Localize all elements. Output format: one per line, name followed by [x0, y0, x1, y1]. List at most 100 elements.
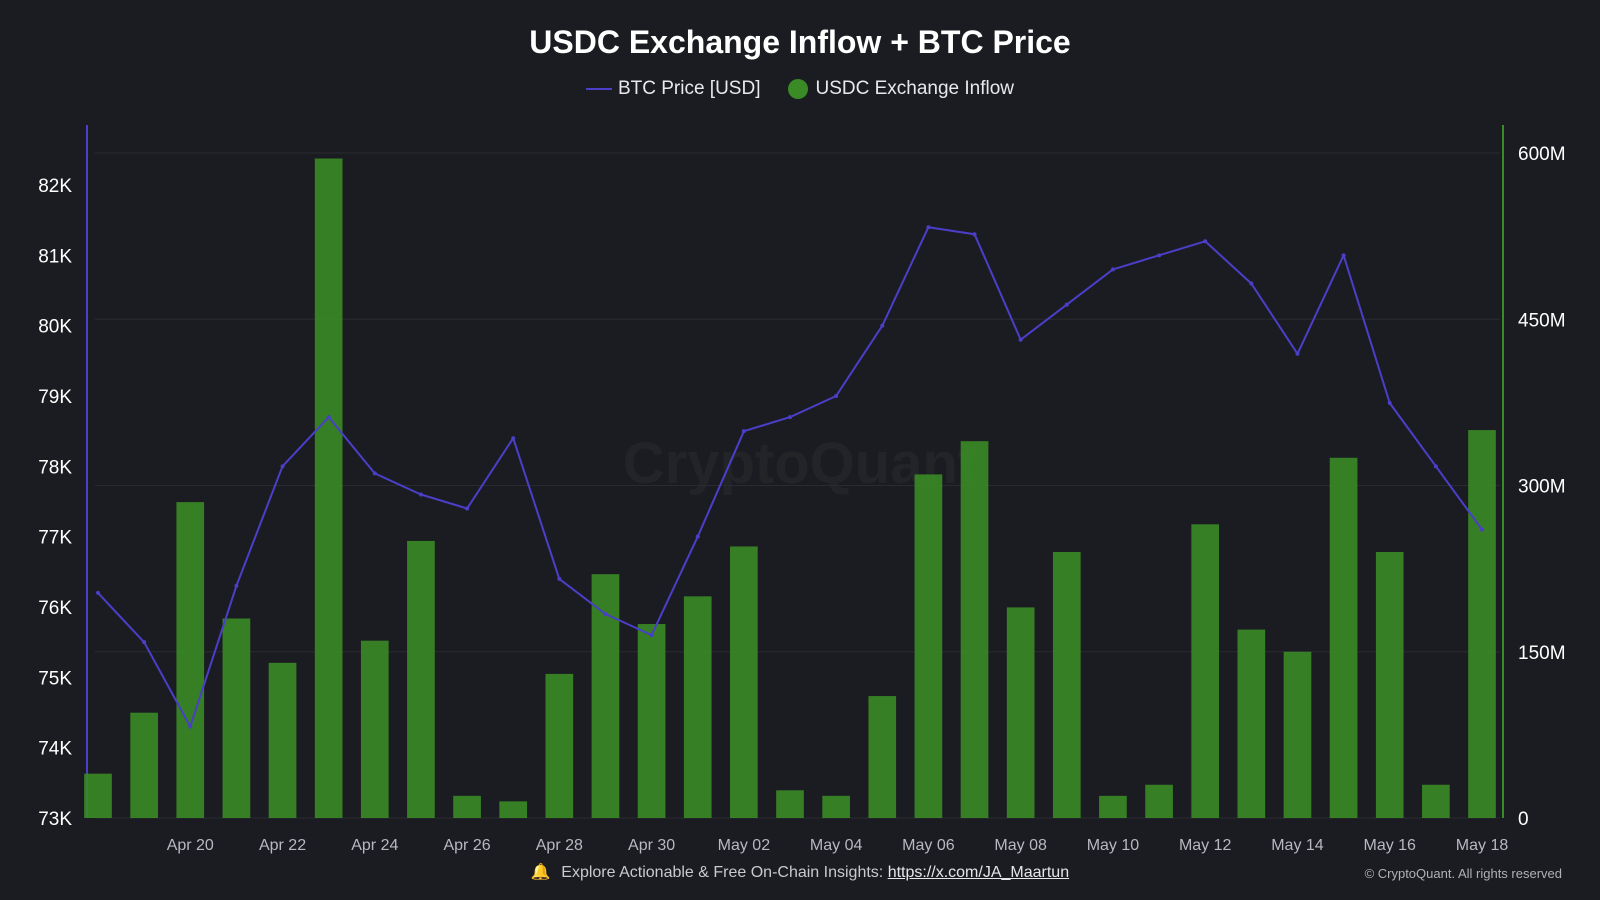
dot-swatch-icon: [788, 79, 809, 99]
price-point: [1110, 267, 1115, 272]
y-left-tick-label: 80K: [38, 317, 72, 338]
inflow-bar: [314, 158, 343, 818]
x-tick-label: May 14: [1271, 837, 1324, 854]
y-left-tick-label: 77K: [38, 528, 72, 549]
x-tick-label: May 02: [718, 837, 771, 854]
inflow-bar: [176, 502, 205, 818]
legend-price-label: BTC Price [USD]: [617, 78, 761, 99]
inflow-bar: [868, 696, 897, 818]
price-point: [880, 323, 885, 328]
price-point: [649, 633, 654, 638]
inflow-bar: [1191, 524, 1220, 818]
inflow-bar: [545, 673, 574, 818]
x-tick-label: Apr 28: [536, 837, 583, 854]
y-left-tick-label: 76K: [38, 598, 72, 619]
inflow-bar: [1237, 629, 1266, 818]
line-swatch-icon: [585, 88, 612, 90]
inflow-bar: [960, 441, 989, 818]
y-left-tick-label: 82K: [38, 176, 72, 197]
inflow-bar: [499, 801, 528, 818]
inflow-bar: [730, 546, 758, 818]
x-tick-label: Apr 22: [259, 837, 306, 854]
y-right-tick-label: 450M: [1518, 310, 1566, 331]
y-right-tick-label: 150M: [1518, 643, 1566, 664]
inflow-bar: [1375, 552, 1404, 818]
inflow-bar: [822, 795, 850, 818]
inflow-bar: [1468, 430, 1496, 818]
price-point: [142, 640, 147, 645]
price-point: [834, 394, 839, 398]
footer-link[interactable]: https://x.com/JA_Maartun: [887, 864, 1070, 881]
price-point: [972, 232, 977, 237]
inflow-bar: [360, 640, 389, 818]
inflow-bar: [1099, 795, 1127, 818]
x-tick-label: Apr 30: [628, 837, 675, 854]
price-point: [1064, 302, 1069, 307]
y-right-tick-label: 300M: [1518, 477, 1566, 498]
x-tick-label: Apr 20: [167, 837, 214, 854]
y-left-tick-label: 73K: [38, 809, 72, 830]
copyright: © CryptoQuant. All rights reserved: [1364, 866, 1562, 881]
x-tick-label: May 10: [1087, 837, 1140, 854]
footer-text: Explore Actionable & Free On-Chain Insig…: [561, 864, 884, 881]
price-point: [1018, 337, 1023, 342]
inflow-bar: [1329, 457, 1358, 818]
price-point: [1433, 464, 1438, 469]
y-right-tick-label: 600M: [1518, 144, 1566, 165]
inflow-bar: [591, 574, 620, 818]
inflow-bar: [407, 540, 435, 818]
price-point: [1480, 527, 1484, 532]
price-point: [234, 583, 239, 588]
x-tick-label: May 06: [902, 837, 955, 854]
price-point: [695, 534, 700, 539]
price-point: [603, 612, 608, 617]
inflow-bar: [637, 624, 666, 818]
y-left-tick-label: 78K: [38, 457, 72, 478]
inflow-bar: [914, 474, 943, 818]
bell-icon: 🔔: [530, 864, 551, 881]
y-left-tick-label: 75K: [38, 668, 72, 689]
chart-legend: BTC Price [USD] USDC Exchange Inflow: [0, 78, 1600, 100]
price-point: [418, 492, 423, 497]
price-point: [1295, 351, 1300, 356]
price-point: [788, 415, 792, 420]
inflow-bar: [1283, 651, 1312, 818]
inflow-bar: [776, 790, 804, 818]
price-point: [465, 506, 470, 511]
price-point: [741, 429, 746, 434]
x-tick-label: May 16: [1363, 837, 1416, 854]
price-point: [1341, 253, 1346, 258]
legend-item-price[interactable]: BTC Price [USD]: [585, 78, 761, 100]
inflow-bar: [453, 795, 481, 818]
y-left-tick-label: 74K: [38, 739, 72, 760]
x-tick-label: May 12: [1179, 837, 1232, 854]
price-point: [96, 590, 100, 595]
legend-item-inflow[interactable]: USDC Exchange Inflow: [788, 78, 1014, 100]
y-right-tick-label: 0: [1518, 809, 1529, 830]
inflow-bar: [1145, 784, 1173, 818]
inflow-bar: [1006, 607, 1035, 818]
price-point: [1387, 401, 1392, 406]
inflow-bar: [84, 773, 112, 818]
inflow-bar: [130, 712, 158, 818]
price-point: [557, 576, 562, 581]
x-tick-label: May 18: [1456, 837, 1509, 854]
price-point: [1249, 281, 1254, 286]
y-left-tick-label: 81K: [38, 246, 72, 267]
price-point: [372, 471, 377, 476]
price-point: [280, 464, 285, 469]
inflow-bar: [1052, 552, 1081, 818]
price-point: [326, 415, 331, 420]
inflow-bar: [1422, 784, 1450, 818]
chart-title: USDC Exchange Inflow + BTC Price: [529, 24, 1071, 60]
price-point: [926, 225, 931, 230]
inflow-bar: [683, 596, 712, 818]
price-point: [511, 436, 516, 441]
price-point: [1203, 239, 1208, 244]
y-left-tick-label: 79K: [38, 387, 72, 408]
price-point: [1157, 253, 1162, 258]
inflow-bar: [222, 618, 251, 818]
price-point: [188, 724, 193, 729]
footer: 🔔 Explore Actionable & Free On-Chain Ins…: [0, 862, 1600, 882]
